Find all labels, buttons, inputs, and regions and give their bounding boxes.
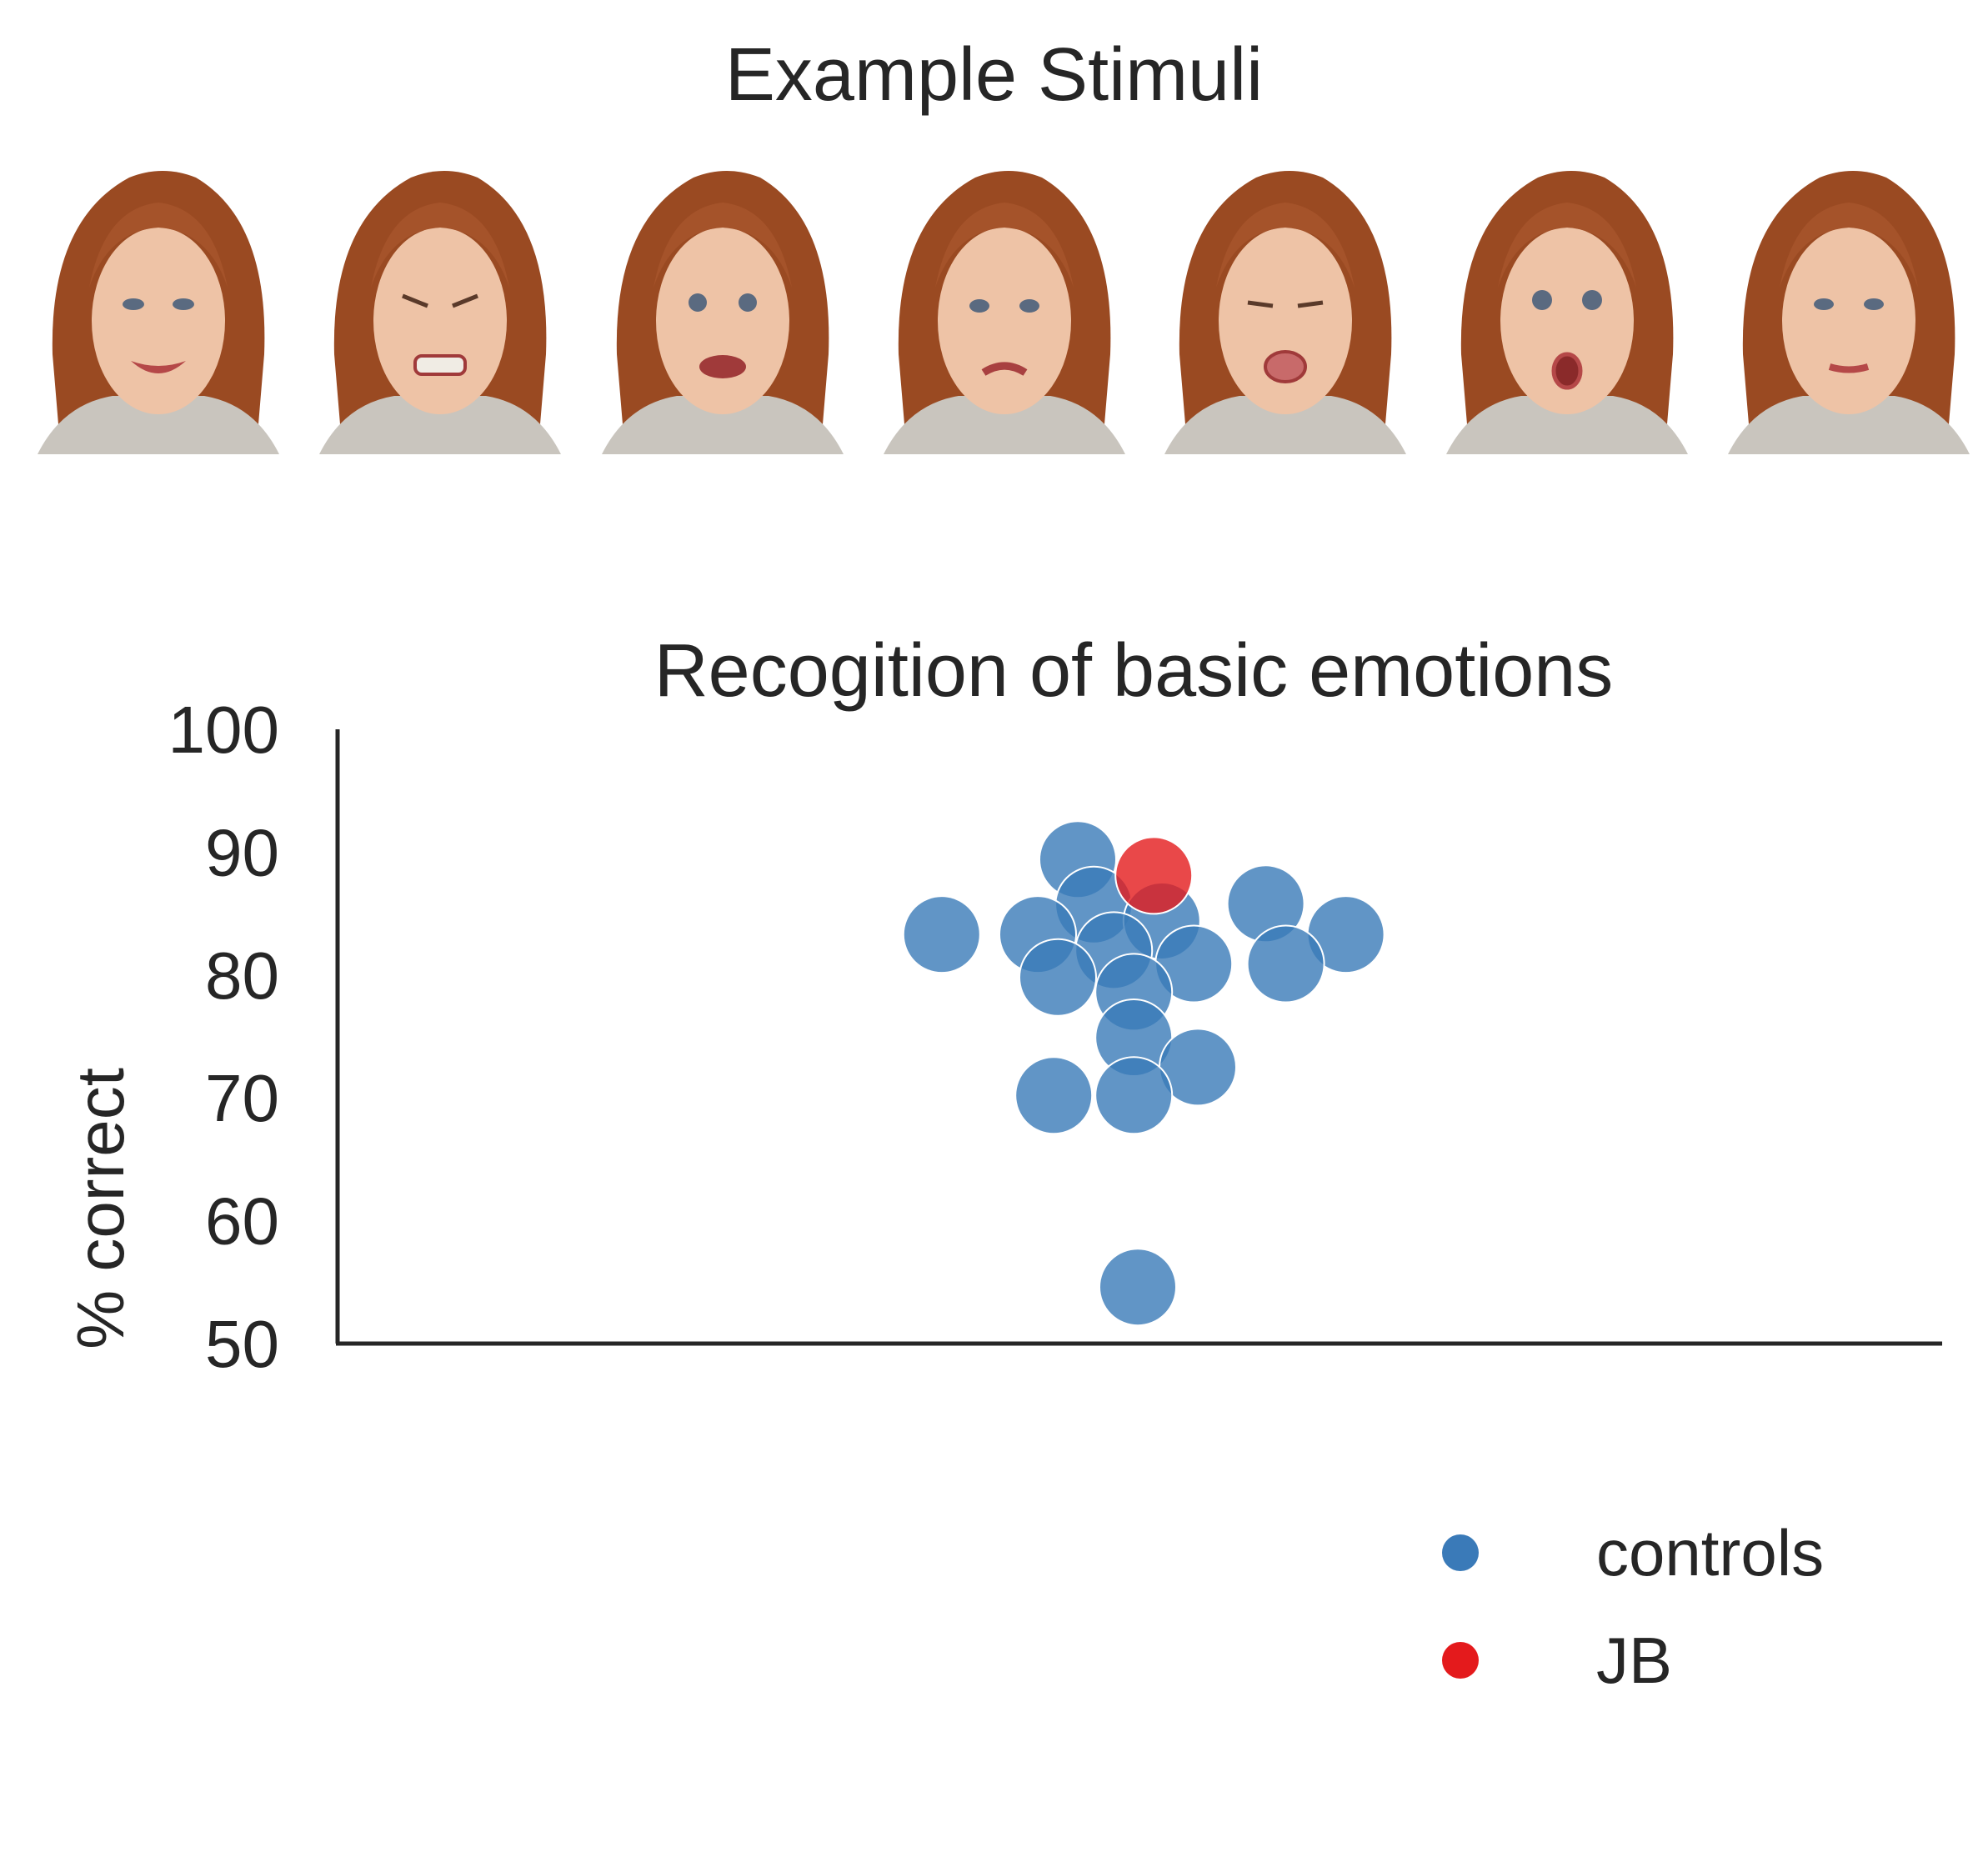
chart-axes: [335, 729, 1942, 1346]
y-tick-label: 90: [205, 815, 279, 889]
example-stimuli-faces: [0, 163, 1988, 463]
legend-marker-jb: [1442, 1642, 1479, 1679]
y-axis-label: % correct: [63, 1068, 138, 1349]
face-image-disgusted: [1164, 171, 1406, 454]
data-points: [902, 820, 1385, 1327]
y-tick-label: 80: [205, 939, 279, 1013]
y-tick-label: 100: [168, 693, 279, 767]
face-image-neutral: [1728, 171, 1970, 454]
legend: controls JB: [1442, 1516, 1824, 1697]
y-tick-label: 50: [205, 1307, 279, 1381]
face-image-sad: [884, 171, 1125, 454]
face-image-fearful: [602, 171, 844, 454]
legend-marker-controls: [1442, 1534, 1479, 1571]
legend-label-jb: JB: [1596, 1624, 1672, 1697]
control-point: [1246, 924, 1325, 1004]
face-image-happy: [38, 171, 279, 454]
legend-label-controls: controls: [1596, 1516, 1824, 1589]
stimuli-title: Example Stimuli: [724, 33, 1264, 117]
control-point: [902, 895, 981, 974]
chart-title: Recogition of basic emotions: [654, 629, 1614, 713]
control-point: [1014, 1056, 1094, 1135]
jb-point: [1114, 836, 1194, 915]
control-point: [1019, 938, 1097, 1017]
y-tick-label: 60: [205, 1184, 279, 1259]
control-point: [1094, 1056, 1174, 1135]
control-point: [1099, 1248, 1177, 1327]
y-tick-labels: 50 60 70 80 90 100: [168, 693, 279, 1381]
y-tick-label: 70: [205, 1061, 279, 1135]
face-image-surprised: [1446, 171, 1688, 454]
face-image-angry: [319, 171, 561, 454]
